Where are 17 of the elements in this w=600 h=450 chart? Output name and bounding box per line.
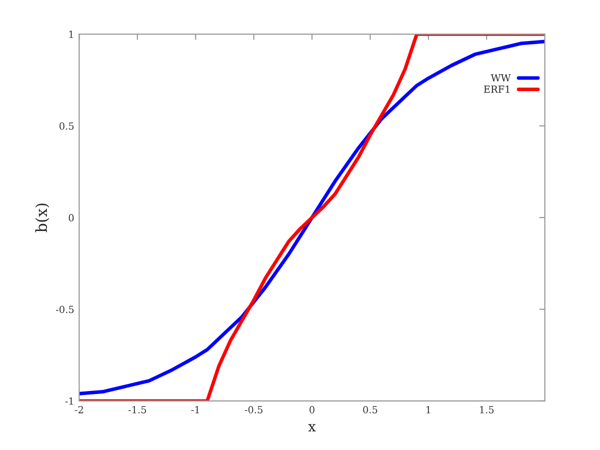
x-tick-label: 0 <box>310 406 314 414</box>
x-tick-label: 1 <box>426 406 430 414</box>
y-tick-label: 1 <box>69 30 73 38</box>
legend-label: ERF1 <box>484 86 510 93</box>
y-tick-label: -0.5 <box>56 306 74 314</box>
x-tick-label: -1 <box>191 406 199 414</box>
y-tick-label: 0 <box>68 214 74 222</box>
x-tick-label: 0.5 <box>363 406 378 414</box>
y-tick-label: -1 <box>65 397 73 405</box>
x-tick-label: -1.5 <box>128 406 146 414</box>
x-tick-label: -0.5 <box>244 406 262 414</box>
legend-label: WW <box>490 74 511 82</box>
y-tick-label: 0.5 <box>60 122 74 130</box>
x-tick-label: 1.5 <box>480 406 494 414</box>
x-tick-label: -2 <box>74 406 83 414</box>
x-axis-title: x <box>308 424 316 432</box>
y-axis-title: b(x) <box>35 204 50 232</box>
